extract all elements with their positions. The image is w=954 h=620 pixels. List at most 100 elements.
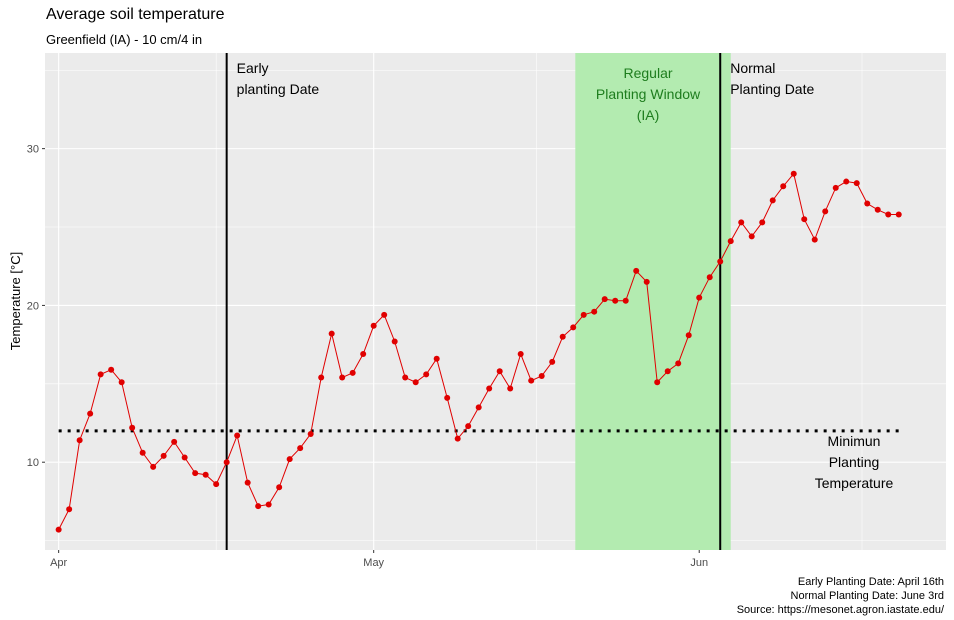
data-point (465, 423, 472, 430)
data-point (87, 410, 94, 417)
data-point (549, 358, 556, 365)
data-point (675, 360, 682, 367)
data-point (748, 233, 755, 240)
data-point (171, 438, 178, 445)
minimum-temperature-label: Minimun Planting Temperature (815, 433, 894, 491)
data-point (160, 452, 167, 459)
chart-title: Average soil temperature (46, 6, 225, 23)
data-point (265, 501, 272, 508)
data-point (591, 308, 598, 315)
data-point (664, 368, 671, 375)
y-axis-title: Temperature [°C] (8, 252, 23, 350)
x-tick-label: Jun (690, 557, 708, 569)
planting-window-band (575, 53, 731, 550)
data-point (318, 374, 325, 381)
data-point (727, 238, 734, 245)
data-point (801, 216, 808, 223)
data-point (423, 371, 430, 378)
data-point (843, 178, 850, 185)
x-tick-label: May (363, 557, 384, 569)
data-point (412, 379, 419, 386)
planting-window-label-line: (IA) (637, 107, 660, 123)
data-point (885, 211, 892, 218)
data-point (486, 385, 493, 392)
data-point (507, 385, 514, 392)
data-point (874, 206, 881, 213)
planting-date-label: Planting Date (730, 81, 814, 97)
data-point (55, 526, 62, 533)
data-point (528, 377, 535, 384)
data-point (66, 506, 73, 513)
data-point (118, 379, 125, 386)
data-point (822, 208, 829, 215)
data-point (139, 449, 146, 456)
y-tick-label: 30 (27, 144, 39, 156)
data-point (654, 379, 661, 386)
planting-date-lines: Early planting Date Normal Planting Date (225, 53, 814, 550)
data-point (685, 332, 692, 339)
data-point (496, 368, 503, 375)
data-point (612, 297, 619, 304)
x-tick-label: Apr (50, 557, 67, 569)
data-point (297, 445, 304, 452)
data-point (202, 471, 209, 478)
data-point (108, 366, 115, 373)
data-point (255, 503, 262, 510)
caption-normal-date: Normal Planting Date: June 3rd (790, 590, 944, 602)
data-point (633, 267, 640, 274)
planting-date-label: Normal (730, 60, 775, 76)
data-point (454, 435, 461, 442)
data-point (402, 374, 409, 381)
data-point (538, 372, 545, 379)
minimum-temperature-label-line: Temperature (815, 475, 894, 491)
data-point (444, 394, 451, 401)
data-point (780, 183, 787, 190)
data-point (339, 374, 346, 381)
data-point (601, 296, 608, 303)
data-point (475, 404, 482, 411)
minimum-temperature-label-line: Minimun (828, 433, 881, 449)
data-point (328, 330, 335, 337)
planting-window-label: Regular Planting Window (IA) (596, 65, 701, 123)
data-point (433, 355, 440, 362)
data-point (580, 311, 587, 318)
data-point (853, 180, 860, 187)
chart-caption: Early Planting Date: April 16th Normal P… (737, 575, 944, 617)
planting-window-label-line: Regular (624, 65, 673, 81)
data-point (150, 463, 157, 470)
plot-panel (45, 53, 946, 550)
data-point (696, 294, 703, 301)
caption-source: Source: https://mesonet.agron.iastate.ed… (736, 604, 944, 616)
minimum-temperature-label-line: Planting (829, 454, 880, 470)
planting-date-label: planting Date (237, 81, 320, 97)
data-point (381, 311, 388, 318)
data-point (391, 338, 398, 345)
y-axis: 10 20 30 (27, 144, 45, 469)
y-tick-label: 10 (27, 457, 39, 469)
data-point (717, 258, 724, 265)
data-point (129, 424, 136, 431)
data-point (759, 219, 766, 226)
planting-date-label: Early (237, 60, 269, 76)
data-points (55, 170, 902, 533)
data-point (76, 437, 83, 444)
chart-subtitle: Greenfield (IA) - 10 cm/4 in (46, 32, 203, 47)
data-point (559, 333, 566, 340)
data-point (286, 456, 293, 463)
data-point (643, 278, 650, 285)
data-point (181, 454, 188, 461)
data-point (97, 371, 104, 378)
data-point (370, 322, 377, 329)
data-point (349, 369, 356, 376)
data-point (622, 297, 629, 304)
x-axis: Apr May Jun (50, 550, 708, 569)
data-point (895, 211, 902, 218)
data-point (276, 484, 283, 491)
grid-major (45, 53, 946, 550)
data-point (244, 479, 251, 486)
data-point (223, 459, 230, 466)
caption-early-date: Early Planting Date: April 16th (797, 576, 944, 588)
data-point (832, 184, 839, 191)
data-point (234, 432, 241, 439)
